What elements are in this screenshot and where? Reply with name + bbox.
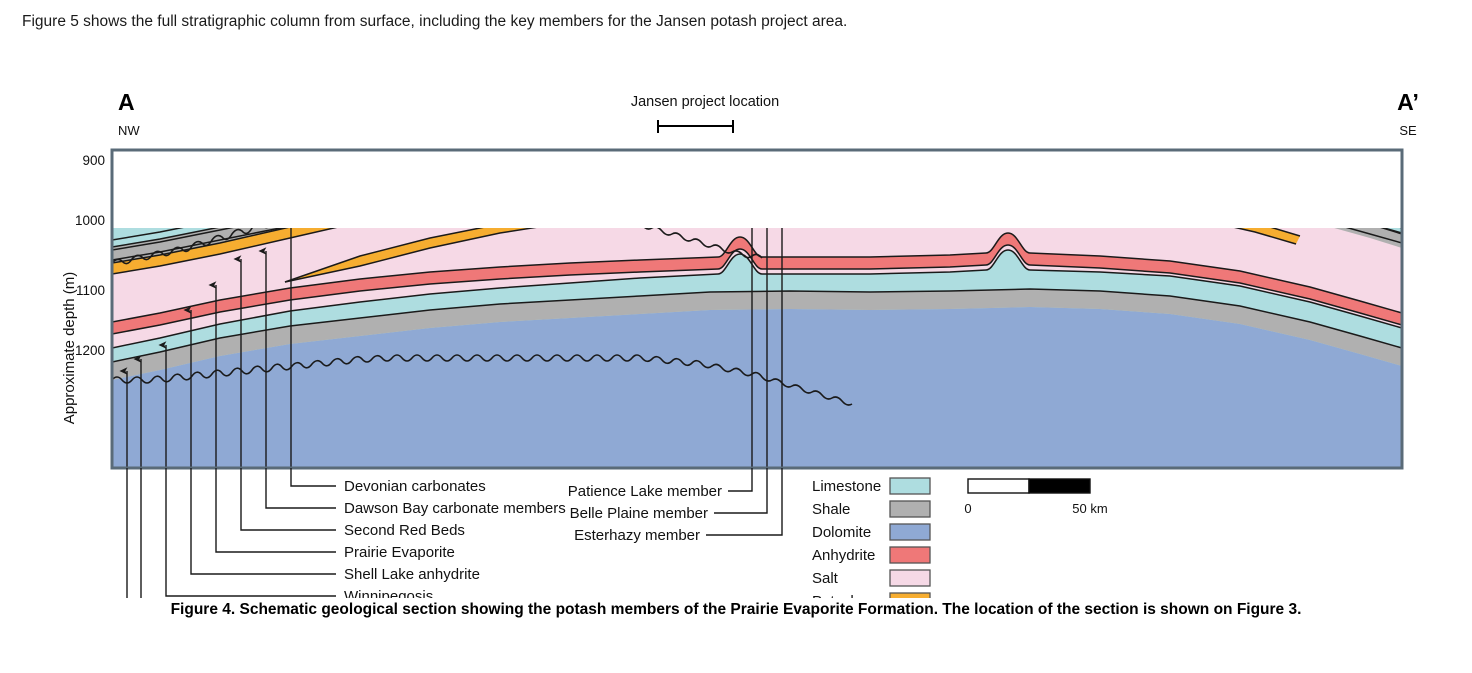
legend-label-shale: Shale xyxy=(812,501,850,518)
scale-bar-start-label: 0 xyxy=(964,501,971,516)
legend-label-limestone: Limestone xyxy=(812,478,881,495)
section-frame xyxy=(110,148,1404,470)
annotation-dawson-bay: Dawson Bay carbonate members xyxy=(344,500,566,517)
depth-tick-900: 900 xyxy=(82,153,105,168)
right-leader-arrows xyxy=(751,228,783,468)
right-direction-label: SE xyxy=(1399,123,1417,138)
depth-tick-1000: 1000 xyxy=(75,213,105,228)
left-direction-label: NW xyxy=(118,123,140,138)
annotation-esterhazy-member: Esterhazy member xyxy=(574,527,700,544)
left-leader-arrows xyxy=(119,228,292,468)
layer-winnipegosis-limestone xyxy=(112,250,1402,362)
unconformity-second-red-beds-top xyxy=(112,228,763,265)
right-end-label: A’ xyxy=(1397,89,1419,115)
figure-caption: Figure 4. Schematic geological section s… xyxy=(170,601,1302,618)
legend-label-potash: Potash xyxy=(812,593,859,598)
annotation-patience-lake-member: Patience Lake member xyxy=(568,483,722,500)
legend-swatch-potash xyxy=(889,592,931,598)
layer-patience-lake-member-potash xyxy=(112,228,334,274)
project-marker-label: Jansen project location xyxy=(631,94,779,110)
scale-bar: 0 50 km xyxy=(964,478,1108,516)
legend-label-anhydrite: Anhydrite xyxy=(812,547,875,564)
right-annotation-leaders xyxy=(706,468,783,536)
scale-bar-end-label: 50 km xyxy=(1072,501,1107,516)
annotation-prairie-evaporite: Prairie Evaporite xyxy=(344,544,455,561)
layer-silurian-ordovician-dolomite xyxy=(112,307,1402,468)
left-annotation-leaders xyxy=(126,468,336,598)
annotation-winnipegosis: Winnipegosis xyxy=(344,588,433,598)
right-annotation-labels: Patience Lake member Belle Plaine member… xyxy=(568,483,722,544)
depth-axis-title: Approximate depth (m) xyxy=(61,272,78,425)
cross-section-body xyxy=(112,228,1402,468)
layer-second-red-beds-shale xyxy=(112,228,1402,263)
annotation-shell-lake-anhydrite: Shell Lake anhydrite xyxy=(344,566,480,583)
intro-paragraph: Figure 5 shows the full stratigraphic co… xyxy=(22,13,848,30)
layer-shell-lake-anhydrite xyxy=(112,233,1402,334)
depth-tick-1200: 1200 xyxy=(75,343,105,358)
scale-bar-segment-light xyxy=(967,478,1030,494)
contact-lines xyxy=(112,228,1402,363)
legend-swatch-shale xyxy=(889,500,931,518)
legend-label-salt: Salt xyxy=(812,570,839,587)
depth-tick-1100: 1100 xyxy=(76,283,105,298)
scale-bar-segment-dark xyxy=(1028,478,1091,494)
annotation-devonian-carbonates: Devonian carbonates xyxy=(344,478,486,495)
layer-ashern-shale xyxy=(112,289,1402,380)
project-extent-bracket xyxy=(657,120,734,133)
legend-swatch-limestone xyxy=(889,477,931,495)
left-annotation-labels: Devonian carbonates Dawson Bay carbonate… xyxy=(344,478,566,598)
geological-cross-section-svg: A NW A’ SE Jansen project location Appro… xyxy=(61,89,1419,598)
legend-swatch-dolomite xyxy=(889,523,931,541)
legend: Limestone Shale Dolomite Anhydrite Salt … xyxy=(812,477,931,598)
annotation-belle-plaine-member: Belle Plaine member xyxy=(570,505,708,522)
depth-axis-ticks: 900 1000 1100 1200 xyxy=(75,153,105,358)
legend-swatch-salt xyxy=(889,569,931,587)
left-end-label: A xyxy=(118,89,135,115)
unconformity-top-of-dolomite xyxy=(112,354,853,406)
legend-swatch-anhydrite xyxy=(889,546,931,564)
annotation-second-red-beds: Second Red Beds xyxy=(344,522,465,539)
figure-container: A NW A’ SE Jansen project location Appro… xyxy=(0,78,1472,598)
legend-label-dolomite: Dolomite xyxy=(812,524,871,541)
